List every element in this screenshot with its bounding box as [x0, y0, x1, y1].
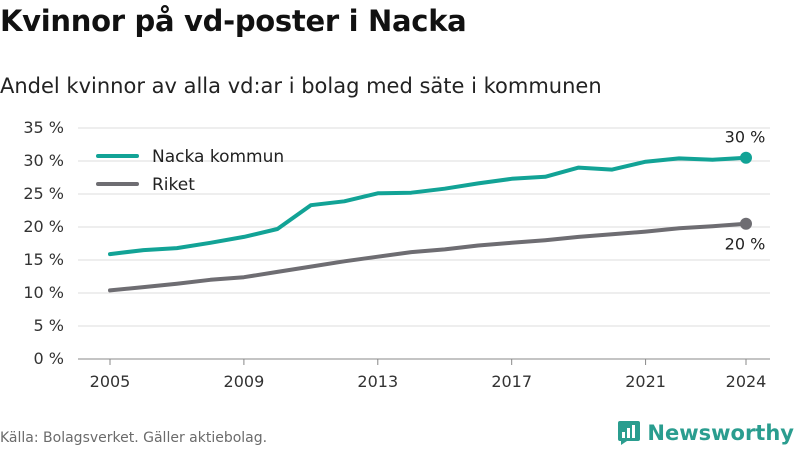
y-tick-label: 20 %	[23, 217, 64, 236]
x-tick-label: 2009	[224, 372, 265, 391]
chart-title: Kvinnor på vd-poster i Nacka	[0, 4, 467, 38]
brand-name: Newsworthy	[647, 421, 794, 445]
y-tick-label: 5 %	[34, 316, 64, 335]
series-line-riket	[108, 221, 748, 293]
series-endpoint-nacka	[740, 151, 752, 164]
x-tick-label: 2013	[357, 372, 398, 391]
y-tick-label: 0 %	[34, 349, 64, 368]
series-end-label: 30 %	[725, 128, 766, 147]
legend-label: Riket	[152, 175, 195, 195]
y-tick-label: 35 %	[23, 118, 64, 137]
x-tick-label: 2021	[625, 372, 666, 391]
source-note: Källa: Bolagsverket. Gäller aktiebolag.	[0, 430, 268, 446]
line-chart: 0 % 5 % 10 % 15 % 20 % 25 % 30 % 35 % 2005 2009 20…	[23, 118, 770, 391]
y-tick-label: 25 %	[23, 184, 64, 203]
newsworthy-logo-icon	[618, 421, 641, 445]
y-tick-label: 30 %	[23, 151, 64, 170]
chart-subtitle: Andel kvinnor av alla vd:ar i bolag med …	[0, 74, 602, 98]
series-line-nacka	[108, 155, 748, 257]
x-tick-label: 2005	[90, 372, 131, 391]
x-tick-label: 2017	[491, 372, 532, 391]
legend-label: Nacka kommun	[152, 147, 284, 167]
x-tick-label: 2024	[726, 372, 767, 391]
series-endpoint-riket	[740, 217, 752, 230]
y-tick-label: 10 %	[23, 283, 64, 302]
brand-logo[interactable]: Newsworthy	[617, 420, 794, 446]
series-end-label: 20 %	[725, 235, 766, 254]
y-tick-label: 15 %	[23, 250, 64, 269]
